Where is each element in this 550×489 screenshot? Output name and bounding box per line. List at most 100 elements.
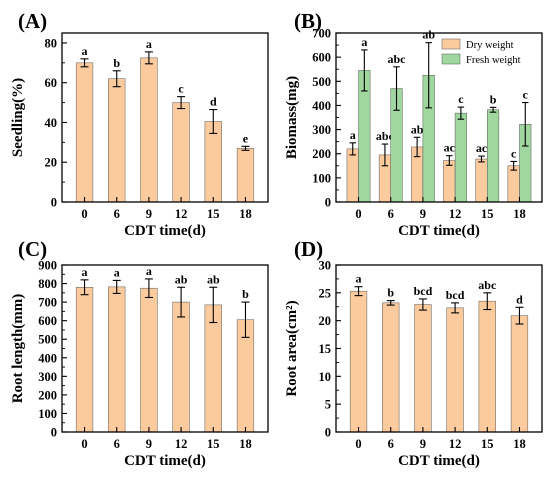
y-tick-label: 15 bbox=[319, 342, 332, 356]
significance-label: b bbox=[242, 287, 249, 301]
x-tick-label: 0 bbox=[81, 207, 87, 221]
bar bbox=[446, 307, 464, 433]
y-tick-label: 0 bbox=[325, 426, 331, 440]
y-tick-label: 20 bbox=[45, 156, 58, 170]
y-tick-label: 0 bbox=[325, 196, 331, 210]
y-tick-label: 60 bbox=[45, 76, 58, 90]
y-tick-label: 40 bbox=[45, 116, 58, 130]
y-axis-title: Biomass(mg) bbox=[284, 76, 300, 159]
significance-label: ab bbox=[207, 272, 220, 286]
x-tick-label: 15 bbox=[207, 437, 220, 451]
significance-label: b bbox=[490, 92, 497, 106]
legend-label: Dry weight bbox=[466, 40, 514, 51]
significance-label: c bbox=[178, 82, 184, 96]
bar bbox=[75, 62, 94, 203]
bar bbox=[349, 290, 368, 433]
x-tick-label: 6 bbox=[388, 207, 394, 221]
y-tick-label: 900 bbox=[38, 259, 57, 273]
significance-label: c bbox=[458, 92, 464, 106]
bar bbox=[414, 304, 432, 433]
y-tick-label: 25 bbox=[319, 286, 332, 300]
chart-panel: (C) a a a ab ab b 0 100 200 300 400 500 600 700 800 900 0… bbox=[10, 237, 269, 469]
y-tick-label: 100 bbox=[312, 171, 331, 185]
x-tick-label: 18 bbox=[239, 207, 252, 221]
y-tick-label: 700 bbox=[38, 296, 57, 310]
bar bbox=[204, 304, 222, 433]
bar bbox=[75, 287, 94, 433]
y-tick-label: 300 bbox=[312, 123, 331, 137]
significance-label: d bbox=[516, 292, 523, 306]
x-tick-label: 9 bbox=[420, 437, 426, 451]
y-tick-label: 600 bbox=[312, 51, 331, 65]
x-tick-label: 18 bbox=[239, 437, 252, 451]
x-tick-label: 9 bbox=[146, 207, 152, 221]
significance-label: a bbox=[350, 128, 356, 142]
bar bbox=[475, 158, 488, 203]
panel-label: (A) bbox=[18, 9, 47, 33]
x-tick-label: 9 bbox=[420, 207, 426, 221]
panel-label: (C) bbox=[18, 237, 47, 261]
y-tick-label: 0 bbox=[51, 426, 57, 440]
significance-label: ac bbox=[444, 141, 456, 155]
x-axis-title: CDT time(d) bbox=[398, 453, 480, 469]
bar bbox=[108, 286, 126, 433]
x-tick-label: 18 bbox=[513, 207, 526, 221]
y-tick-label: 300 bbox=[38, 370, 57, 384]
significance-label: bcd bbox=[446, 288, 465, 302]
significance-label: ab bbox=[411, 122, 424, 136]
significance-label: b bbox=[113, 56, 120, 70]
x-tick-label: 12 bbox=[449, 437, 462, 451]
x-axis-title: CDT time(d) bbox=[124, 223, 206, 239]
chart-panel: (A) a b a c d e 0 20 40 60 80 0 6 9 12 15 18 CDT time(d) Se… bbox=[10, 9, 269, 239]
y-tick-label: 200 bbox=[312, 147, 331, 161]
bar bbox=[172, 102, 190, 203]
bar bbox=[172, 301, 190, 433]
significance-label: e bbox=[243, 131, 249, 145]
y-tick-label: 400 bbox=[38, 351, 57, 365]
significance-label: a bbox=[361, 35, 367, 49]
x-tick-label: 0 bbox=[355, 207, 361, 221]
bar bbox=[487, 109, 500, 203]
legend-label: Fresh weight bbox=[466, 55, 521, 66]
plot-frame bbox=[61, 32, 269, 203]
bar bbox=[140, 287, 158, 433]
significance-label: abc bbox=[388, 52, 407, 66]
x-axis-title: CDT time(d) bbox=[398, 223, 480, 239]
legend-swatch bbox=[441, 38, 461, 50]
x-tick-label: 0 bbox=[355, 437, 361, 451]
y-tick-label: 700 bbox=[312, 27, 331, 41]
y-axis-title: Seedling(%) bbox=[10, 78, 26, 157]
significance-label: abc bbox=[376, 129, 395, 143]
bar bbox=[454, 112, 467, 203]
bar bbox=[236, 148, 255, 203]
panel-label: (B) bbox=[294, 9, 322, 33]
significance-label: d bbox=[210, 95, 217, 109]
y-axis-title: Root area(cm²) bbox=[284, 300, 300, 396]
y-tick-label: 200 bbox=[38, 388, 57, 402]
significance-label: abc bbox=[478, 278, 497, 292]
bar bbox=[443, 160, 456, 203]
x-tick-label: 15 bbox=[481, 207, 494, 221]
significance-label: a bbox=[356, 272, 362, 286]
panel-label: (D) bbox=[294, 237, 323, 261]
y-tick-label: 500 bbox=[312, 75, 331, 89]
significance-label: ab bbox=[422, 28, 435, 42]
x-tick-label: 6 bbox=[388, 437, 394, 451]
y-tick-label: 400 bbox=[312, 99, 331, 113]
bar bbox=[346, 148, 359, 203]
bar bbox=[108, 78, 126, 203]
bar bbox=[140, 57, 158, 203]
x-tick-label: 18 bbox=[513, 437, 526, 451]
significance-label: b bbox=[387, 286, 394, 300]
significance-label: a bbox=[114, 265, 120, 279]
significance-label: a bbox=[82, 265, 88, 279]
significance-label: ab bbox=[175, 272, 188, 286]
bar bbox=[507, 165, 520, 203]
significance-label: a bbox=[146, 37, 152, 51]
x-tick-label: 15 bbox=[481, 437, 494, 451]
y-axis-title: Root length(mm) bbox=[10, 294, 26, 404]
y-tick-label: 600 bbox=[38, 314, 57, 328]
